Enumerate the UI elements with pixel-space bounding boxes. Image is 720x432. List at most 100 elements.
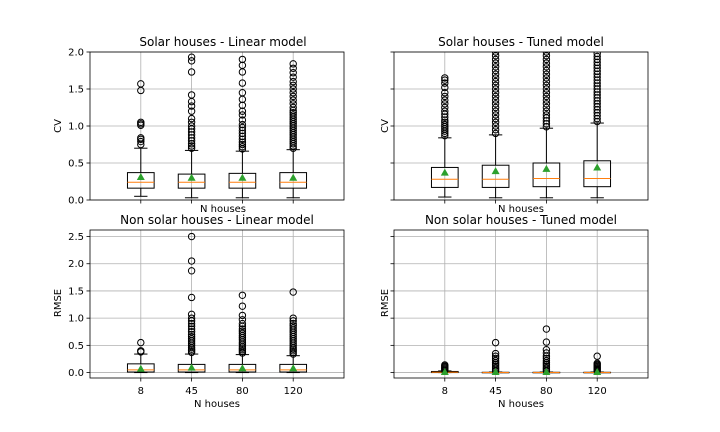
boxes <box>126 232 308 374</box>
outlier-point <box>187 118 196 127</box>
y-tick-label: 0.5 <box>68 159 84 170</box>
outlier-point <box>542 100 551 108</box>
outlier-point <box>238 55 247 64</box>
y-tick-label: 2.0 <box>68 259 84 270</box>
axes-frame <box>393 229 649 379</box>
outlier-point <box>491 118 500 127</box>
outlier-point <box>187 314 196 322</box>
outlier-point <box>542 52 551 60</box>
box-body <box>430 166 459 188</box>
outlier-point <box>542 103 551 112</box>
boxes <box>430 325 612 376</box>
x-tick-label: 8 <box>442 386 448 397</box>
outlier-point <box>441 79 449 87</box>
outlier-point <box>187 257 196 265</box>
y-tick-label: 0.5 <box>68 341 84 352</box>
x-tick-label: 80 <box>236 386 249 397</box>
outlier-point <box>187 107 196 115</box>
y-axis-label: RMSE <box>380 289 391 317</box>
outlier-point <box>187 232 196 241</box>
outlier-point <box>491 111 500 119</box>
outlier-point <box>238 140 247 149</box>
x-axis-label: N houses <box>200 204 246 215</box>
outlier-point <box>238 111 247 119</box>
box-120 <box>279 60 308 199</box>
box-8 <box>126 80 155 197</box>
outlier-point <box>289 81 297 90</box>
outlier-point <box>238 79 247 87</box>
outlier-point <box>441 83 449 92</box>
plot-area: 0.0 0.5 1.0 1.5 2.0 2.5 8 45 80 120 <box>68 229 345 397</box>
outlier-point <box>137 137 145 146</box>
outlier-point <box>238 302 247 310</box>
outlier-point <box>289 314 297 322</box>
outlier-point <box>441 76 449 84</box>
outlier-point <box>542 356 551 365</box>
mean-marker <box>593 163 602 171</box>
boxes <box>126 53 308 199</box>
box-80 <box>532 52 561 199</box>
subplot-solar-linear: Solar houses - Linear model N houses CV … <box>53 35 345 215</box>
mean-marker <box>542 164 551 172</box>
mean-marker <box>440 168 449 176</box>
outlier-point <box>137 347 145 355</box>
y-axis-label: CV <box>53 119 64 133</box>
outlier-point <box>137 134 145 142</box>
outlier-point <box>441 74 449 82</box>
box-120 <box>583 352 612 376</box>
outlier-point <box>542 107 551 115</box>
outlier-point <box>187 325 196 333</box>
outlier-point <box>289 319 297 328</box>
box-8 <box>430 361 459 376</box>
outlier-point <box>187 53 196 61</box>
outlier-point <box>491 114 500 123</box>
mean-marker <box>136 364 145 372</box>
outlier-point <box>491 129 500 138</box>
outlier-point <box>289 108 297 117</box>
outlier-point <box>187 267 196 275</box>
outlier-point <box>542 63 551 71</box>
outlier-point <box>289 288 297 296</box>
outlier-point <box>491 52 500 56</box>
outlier-point <box>542 74 551 82</box>
mean-marker <box>136 173 145 181</box>
subplot-title: Non solar houses - Linear model <box>120 213 314 227</box>
y-tick-label: 1.5 <box>68 286 84 297</box>
outlier-point <box>441 96 449 104</box>
box-body <box>126 172 155 189</box>
box-80 <box>532 325 561 376</box>
outlier-point <box>238 316 247 324</box>
box-80 <box>228 55 257 199</box>
outlier-point <box>542 354 551 363</box>
outlier-point <box>441 100 449 108</box>
outlier-point <box>137 80 145 88</box>
mean-marker <box>440 368 449 376</box>
y-tick-label: 0.0 <box>68 196 84 207</box>
axes-frame <box>393 51 649 201</box>
outlier-point <box>289 103 297 112</box>
x-axis-label: N houses <box>498 204 544 215</box>
outlier-point <box>542 55 551 64</box>
outlier-point <box>238 327 247 335</box>
mean-marker <box>187 363 196 371</box>
outlier-point <box>491 59 500 67</box>
outlier-point <box>491 100 500 108</box>
outlier-point <box>289 96 297 104</box>
outlier-point <box>441 103 449 112</box>
mean-marker <box>542 368 551 376</box>
x-tick-label: 45 <box>489 386 502 397</box>
outlier-point <box>187 293 196 302</box>
outlier-point <box>441 89 449 97</box>
outlier-point <box>491 338 500 347</box>
subplot-nonsolar-linear: Non solar houses - Linear model N houses… <box>53 213 345 410</box>
mean-marker <box>238 364 247 372</box>
box-body <box>279 172 308 189</box>
outlier-point <box>289 317 297 325</box>
outlier-point <box>491 354 500 363</box>
x-axis-label: N houses <box>498 399 544 410</box>
outlier-point <box>542 96 551 104</box>
outlier-point <box>441 92 449 101</box>
boxes <box>430 52 612 199</box>
outlier-point <box>238 311 247 320</box>
outlier-point <box>491 126 500 134</box>
